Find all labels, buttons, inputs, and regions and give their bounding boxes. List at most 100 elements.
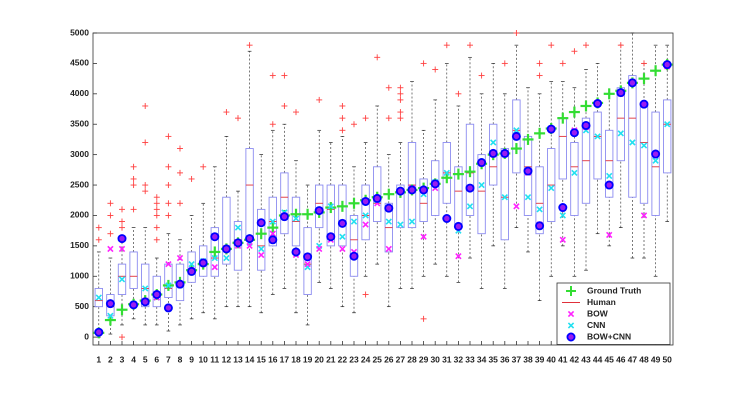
box xyxy=(222,196,231,265)
x-tick-label: 47 xyxy=(628,354,638,364)
prediction-marker xyxy=(188,260,195,268)
y-tick-label: 3000 xyxy=(70,149,89,159)
y-tick-label: 1500 xyxy=(70,240,89,250)
prediction-circle xyxy=(303,252,313,262)
outlier xyxy=(397,109,404,116)
prediction-circle xyxy=(349,251,359,261)
prediction-marker-stroke xyxy=(316,245,323,253)
prediction-marker-stroke xyxy=(188,260,195,268)
prediction-marker xyxy=(524,194,532,201)
outlier xyxy=(397,84,404,91)
outlier xyxy=(397,90,404,97)
prediction-marker-stroke xyxy=(107,245,114,253)
x-tick-label: 30 xyxy=(430,354,440,364)
prediction-circle xyxy=(419,185,429,195)
outlier xyxy=(467,42,473,49)
x-tick-label: 15 xyxy=(256,354,266,364)
prediction-marker-stroke xyxy=(107,312,114,319)
prediction-marker xyxy=(118,276,126,283)
x-tick-label: 38 xyxy=(523,354,533,364)
outlier xyxy=(165,200,172,207)
box xyxy=(187,251,196,283)
ground-truth-marker xyxy=(568,106,580,118)
prediction-marker-stroke xyxy=(640,212,648,219)
y-tick-label: 2500 xyxy=(70,179,89,189)
prediction-marker xyxy=(443,169,450,177)
legend-marker xyxy=(566,286,576,296)
prediction-circle xyxy=(233,238,243,248)
x-tick-label: 25 xyxy=(372,354,382,364)
ground-truth-marker xyxy=(580,100,592,112)
prediction-circle xyxy=(477,158,487,168)
outlier xyxy=(374,54,381,61)
ground-truth-marker xyxy=(348,197,360,209)
x-tick-label: 10 xyxy=(198,354,208,364)
x-tick-label: 37 xyxy=(512,354,522,364)
prediction-marker-stroke xyxy=(223,254,230,262)
prediction-marker-stroke xyxy=(211,263,218,271)
prediction-marker-stroke xyxy=(339,233,346,240)
prediction-marker-stroke xyxy=(536,206,543,213)
outlier xyxy=(165,212,172,219)
prediction-marker xyxy=(269,218,276,225)
prediction-circle xyxy=(616,88,626,98)
prediction-marker-stroke xyxy=(350,218,358,225)
prediction-marker xyxy=(408,218,416,225)
outlier xyxy=(293,109,299,116)
prediction-marker xyxy=(513,203,520,210)
prediction-marker xyxy=(234,224,242,231)
prediction-marker xyxy=(513,127,520,134)
outlier xyxy=(281,102,288,109)
box xyxy=(396,184,405,229)
outlier xyxy=(536,60,543,67)
outlier xyxy=(339,115,346,122)
x-tick-label: 13 xyxy=(233,354,243,364)
prediction-marker-stroke xyxy=(118,245,126,253)
x-tick-label: 33 xyxy=(465,354,475,364)
prediction-circle xyxy=(337,218,347,228)
prediction-circle xyxy=(326,232,336,242)
prediction-marker-stroke xyxy=(118,276,126,283)
prediction-marker-stroke xyxy=(640,142,648,149)
prediction-marker-stroke xyxy=(246,242,253,250)
outlier xyxy=(571,48,578,55)
prediction-marker-stroke xyxy=(362,212,369,219)
box xyxy=(535,166,544,235)
ground-truth-marker xyxy=(383,188,395,200)
prediction-circle xyxy=(245,234,255,244)
box xyxy=(431,160,440,216)
outlier xyxy=(107,212,114,219)
outlier xyxy=(235,115,241,122)
outlier xyxy=(153,200,160,207)
ground-truth-marker xyxy=(267,222,279,234)
y-tick-label: 500 xyxy=(75,301,89,311)
x-tick-label: 50 xyxy=(662,354,672,364)
box xyxy=(338,184,347,247)
prediction-marker-stroke xyxy=(269,218,276,225)
prediction-marker xyxy=(316,245,323,253)
x-tick-label: 24 xyxy=(361,354,371,364)
prediction-circle xyxy=(256,218,266,228)
ground-truth-marker xyxy=(116,304,128,316)
prediction-marker xyxy=(571,169,578,177)
outlier xyxy=(385,115,392,122)
prediction-circle xyxy=(291,247,301,257)
outlier xyxy=(107,200,114,207)
x-tick-label: 19 xyxy=(303,354,313,364)
outlier xyxy=(119,334,125,341)
prediction-circle xyxy=(523,166,533,176)
prediction-marker-stroke xyxy=(211,254,218,262)
prediction-marker xyxy=(466,203,474,210)
outlier xyxy=(339,127,346,134)
prediction-circle xyxy=(268,235,278,245)
plot-frame xyxy=(92,32,674,346)
prediction-marker-stroke xyxy=(466,203,474,210)
prediction-marker-stroke xyxy=(559,212,566,219)
outlier xyxy=(281,72,288,79)
outlier xyxy=(130,182,137,189)
prediction-marker xyxy=(397,221,404,228)
prediction-circle xyxy=(210,232,220,242)
prediction-circle xyxy=(372,193,382,203)
outlier xyxy=(119,224,125,231)
